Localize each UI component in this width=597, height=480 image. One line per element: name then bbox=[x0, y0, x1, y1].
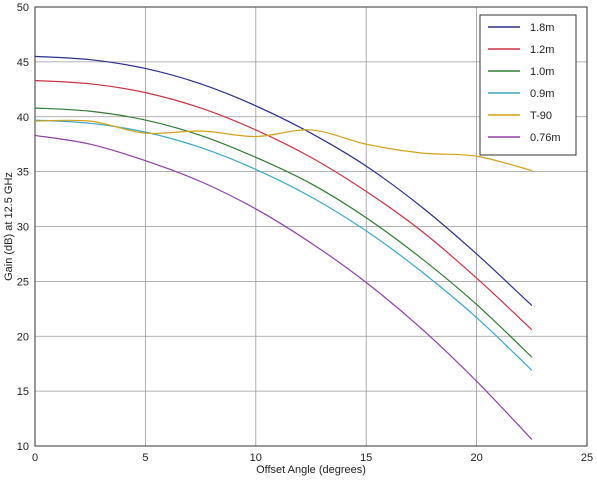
y-axis-label: Gain (dB) at 12.5 GHz bbox=[3, 172, 15, 281]
legend-label: 1.8m bbox=[530, 22, 554, 34]
legend-label: 0.76m bbox=[530, 132, 561, 144]
x-axis-label: Offset Angle (degrees) bbox=[256, 464, 366, 476]
y-tick-label: 30 bbox=[17, 222, 29, 234]
x-tick-label: 0 bbox=[32, 452, 38, 464]
x-tick-label: 25 bbox=[581, 452, 593, 464]
series-line-1.8m bbox=[34, 55, 533, 306]
y-tick-label: 50 bbox=[17, 2, 29, 14]
series-line-0.9m bbox=[34, 119, 533, 371]
x-tick-label: 15 bbox=[360, 452, 372, 464]
y-tick-label: 10 bbox=[17, 441, 29, 453]
x-axis-ticks: 0 5 10 15 20 25 bbox=[32, 452, 593, 464]
plot-frame bbox=[34, 6, 588, 447]
y-tick-label: 15 bbox=[17, 386, 29, 398]
y-axis-ticks: 10 15 20 25 30 35 40 45 50 bbox=[17, 2, 29, 453]
y-tick-label: 20 bbox=[17, 331, 29, 343]
x-tick-label: 10 bbox=[250, 452, 262, 464]
y-tick-label: 40 bbox=[17, 112, 29, 124]
series-line-1.0m bbox=[34, 107, 533, 358]
series-line-0.76m bbox=[34, 134, 533, 440]
y-tick-label: 25 bbox=[17, 276, 29, 288]
y-tick-label: 45 bbox=[17, 57, 29, 69]
legend-label: 0.9m bbox=[530, 88, 554, 100]
x-tick-label: 20 bbox=[470, 452, 482, 464]
series-lines bbox=[34, 55, 533, 440]
y-tick-label: 35 bbox=[17, 167, 29, 179]
series-line-T-90 bbox=[34, 119, 532, 172]
x-tick-label: 5 bbox=[142, 452, 148, 464]
legend-label: 1.2m bbox=[530, 44, 554, 56]
series-line-1.2m bbox=[34, 79, 533, 331]
legend-box bbox=[479, 14, 577, 156]
legend-label: 1.0m bbox=[530, 66, 554, 78]
legend: 1.8m 1.2m 1.0m 0.9m T-90 0.76m bbox=[479, 14, 577, 156]
legend-label: T-90 bbox=[530, 110, 552, 122]
